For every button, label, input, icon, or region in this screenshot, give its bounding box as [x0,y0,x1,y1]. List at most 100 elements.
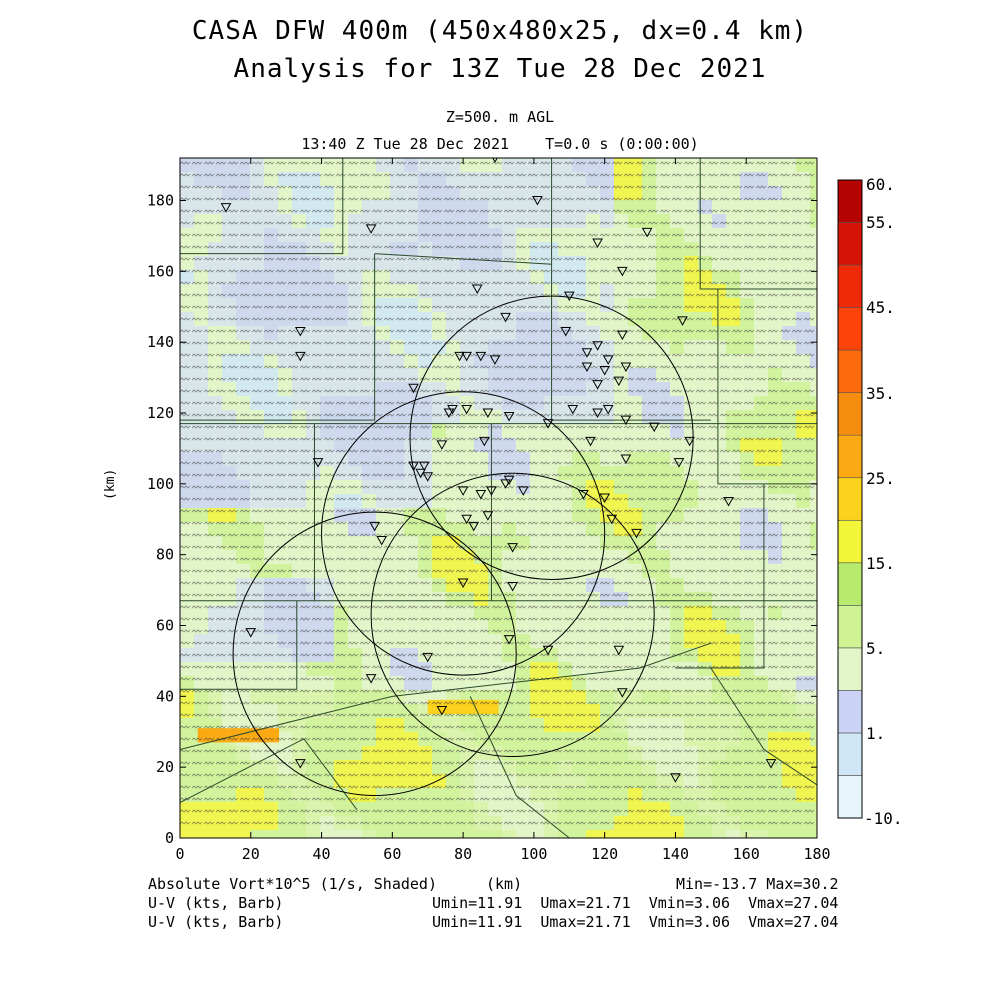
wind-barb [527,353,539,357]
field-cell [278,410,292,424]
wind-barb [635,317,647,321]
wind-barb [575,677,587,681]
wind-barb [803,329,815,333]
field-cell [348,368,362,382]
wind-barb [467,317,479,321]
wind-barb [275,281,287,285]
wind-barb [743,353,755,357]
wind-barb [263,677,275,681]
wind-barb [347,293,359,297]
field-cell [250,690,264,704]
wind-barb [467,797,479,801]
wind-barb [599,605,611,609]
field-cell [684,802,698,816]
wind-barb [263,329,275,333]
field-cell [376,816,390,830]
wind-barb [371,533,383,537]
wind-barb [479,365,491,369]
wind-barb [731,341,743,345]
wind-barb [551,437,563,441]
wind-barb [695,545,707,549]
wind-barb [467,413,479,417]
wind-barb [611,785,623,789]
wind-barb [779,533,791,537]
wind-barb [383,473,395,477]
field-cell [768,802,782,816]
wind-barb [191,581,203,585]
wind-barb [491,317,503,321]
wind-barb [599,269,611,273]
wind-barb [779,353,791,357]
wind-barb [623,449,635,453]
wind-barb [251,305,263,309]
wind-barb [431,545,443,549]
field-cell [586,690,600,704]
wind-barbs [180,161,815,825]
wind-barb [455,341,467,345]
wind-barb [299,485,311,489]
wind-barb [755,473,767,477]
wind-barb [503,377,515,381]
wind-barb [635,725,647,729]
wind-barb [347,521,359,525]
field-cell [754,830,768,838]
wind-barb [359,509,371,513]
wind-barb [467,233,479,237]
station-marker [631,528,642,539]
field-cell [628,802,642,816]
wind-barb [395,557,407,561]
field-cell [194,690,208,704]
county-boundaries [180,158,817,838]
field-cell [292,382,306,396]
wind-barb [515,161,527,165]
wind-barb [623,185,635,189]
wind-barb [311,569,323,573]
wind-barb [419,293,431,297]
wind-barb [623,569,635,573]
wind-barb [263,797,275,801]
wind-barb [359,437,371,441]
wind-barb [371,629,383,633]
wind-barb [791,677,803,681]
wind-barb [311,773,323,777]
wind-barb [719,653,731,657]
wind-barb [539,257,551,261]
wind-barb [659,437,671,441]
wind-barb [263,737,275,741]
wind-barb [407,653,419,657]
station-marker [312,458,324,468]
wind-barb [467,473,479,477]
chart-subtitle: Analysis for 13Z Tue 28 Dec 2021 [233,54,767,84]
wind-barb [215,821,227,825]
wind-barb [527,245,539,249]
wind-barb [180,173,191,177]
wind-barb [587,449,599,453]
wind-barb [551,401,563,405]
field-cell [628,214,642,228]
wind-barb [347,593,359,597]
wind-barb [659,461,671,465]
wind-barb [599,317,611,321]
wind-barb [251,533,263,537]
field-cell [404,382,418,396]
wind-barb [671,785,683,789]
wind-barb [527,377,539,381]
wind-barb [707,761,719,765]
field-cell [376,774,390,788]
field-cell [292,242,306,256]
field-cell [418,158,432,172]
wind-barb [803,557,815,561]
wind-barb [539,809,551,813]
wind-barb [611,629,623,633]
wind-barb [287,317,299,321]
wind-barb [671,425,683,429]
wind-barb [587,269,599,273]
wind-barb [299,629,311,633]
field-cell [572,186,586,200]
county-line [675,483,765,669]
wind-barb [180,353,191,357]
wind-barb [683,185,695,189]
wind-barb [767,281,779,285]
wind-barb [383,509,395,513]
field-cell [488,382,502,396]
